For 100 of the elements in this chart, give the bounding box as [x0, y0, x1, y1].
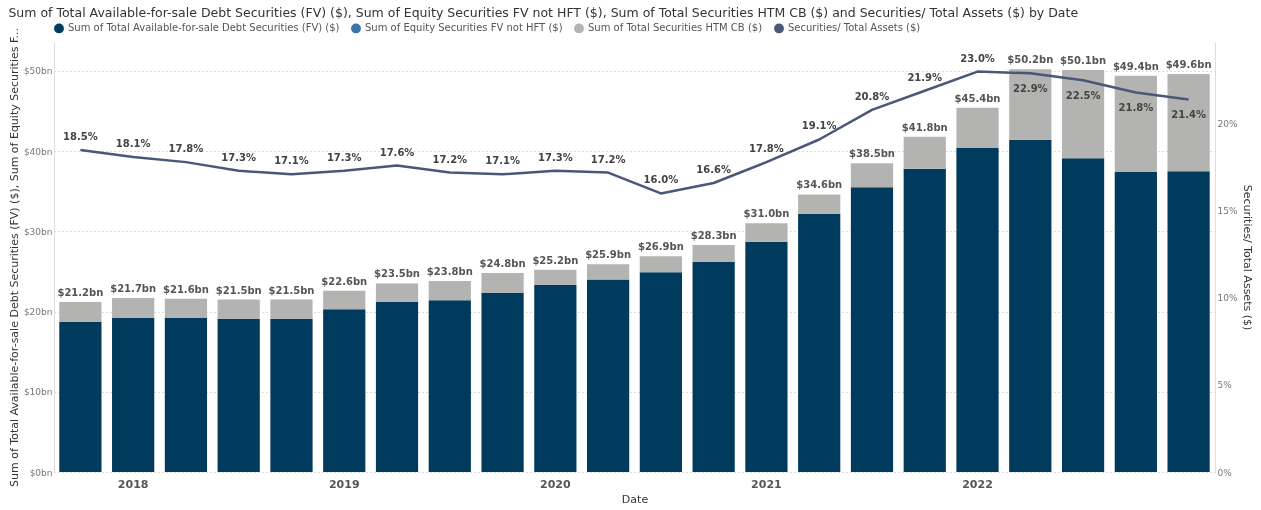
bar	[850, 187, 894, 472]
y2-tick-label: 0%	[1217, 467, 1233, 478]
bar	[587, 279, 630, 472]
bar	[956, 147, 999, 472]
data-label: 22.5%	[1065, 90, 1101, 102]
bar	[1061, 70, 1105, 159]
bar	[375, 301, 419, 472]
bar	[534, 285, 577, 472]
y2-tick-label: 5%	[1217, 380, 1233, 391]
total-label: $21.7bn	[110, 282, 157, 294]
x-tick-label: 2020	[540, 477, 571, 491]
total-label: $23.5bn	[374, 268, 420, 280]
bar	[745, 241, 788, 472]
data-label: 21.4%	[1171, 109, 1206, 121]
bar	[1061, 158, 1105, 472]
y-axis-title: Sum of Total Available-for-sale Debt Securities (FV) ($), Sum of Equity Securities F...	[7, 28, 21, 487]
bar	[59, 301, 102, 322]
data-label: 17.8%	[749, 143, 784, 155]
total-label: $28.3bn	[690, 229, 737, 241]
data-label: 17.8%	[168, 143, 204, 155]
bar	[534, 269, 577, 286]
y-tick-label: $20bn	[23, 307, 53, 318]
y-tick-label: $0bn	[29, 467, 53, 478]
x-tick-label: 2018	[117, 477, 149, 491]
legend-label: Sum of Total Securities HTM CB ($)	[588, 22, 763, 34]
bar	[903, 168, 946, 472]
bar	[1009, 139, 1052, 472]
total-label: $38.5bn	[849, 148, 895, 160]
data-label: 17.1%	[485, 155, 520, 167]
total-label: $24.8bn	[479, 258, 526, 270]
bar	[1114, 75, 1157, 172]
total-label: $50.2bn	[1007, 54, 1054, 66]
x-tick-label: 2021	[751, 477, 782, 491]
data-label: 16.0%	[643, 174, 679, 186]
bar	[59, 321, 102, 472]
data-label: 21.8%	[1118, 102, 1154, 114]
y-tick-label: $30bn	[23, 226, 53, 237]
data-label: 19.1%	[801, 120, 837, 132]
bar	[639, 272, 682, 472]
total-label: $21.6bn	[162, 283, 209, 295]
bar	[217, 299, 260, 319]
bar	[375, 283, 419, 302]
y2-axis-title: Securities/ Total Assets ($)	[1240, 184, 1254, 331]
total-label: $50.1bn	[1060, 55, 1107, 67]
data-label: 20.8%	[854, 90, 890, 102]
total-label: $25.2bn	[532, 254, 579, 266]
bar	[428, 300, 471, 472]
bar	[112, 317, 155, 472]
data-label: 17.2%	[432, 153, 468, 165]
total-label: $23.8bn	[426, 266, 473, 278]
bar	[481, 293, 524, 472]
total-label: $41.8bn	[901, 121, 948, 133]
y2-tick-label: 10%	[1217, 293, 1238, 304]
bar	[323, 290, 366, 310]
bar	[798, 194, 841, 214]
total-label: $22.6bn	[321, 275, 368, 287]
bar	[428, 281, 471, 301]
total-label: $49.6bn	[1165, 59, 1212, 71]
bar	[850, 163, 894, 188]
bar	[323, 309, 366, 472]
legend-label: Sum of Total Available-for-sale Debt Securities (FV) ($)	[68, 22, 340, 34]
bar	[481, 273, 524, 294]
y2-tick-label: 20%	[1217, 119, 1238, 130]
chart-title: Sum of Total Available-for-sale Debt Securities (FV) ($), Sum of Equity Securities FV not HFT ($), Sum of Total Securities HTM CB ($) and Securities/ Total Assets ($) by Date	[8, 4, 1079, 20]
bar	[639, 256, 682, 273]
legend-label: Sum of Equity Securities FV not HFT ($)	[365, 22, 563, 34]
bar	[798, 213, 841, 472]
data-label: 21.9%	[907, 71, 943, 83]
legend-label: Securities/ Total Assets ($)	[788, 22, 921, 34]
bar	[956, 107, 999, 148]
data-label: 17.3%	[326, 151, 362, 163]
bar	[1114, 171, 1157, 472]
total-label: $21.2bn	[57, 286, 104, 298]
total-label: $49.4bn	[1112, 60, 1159, 72]
total-label: $34.6bn	[796, 179, 843, 191]
data-label: 22.9%	[1012, 83, 1048, 95]
data-label: 17.2%	[590, 153, 626, 165]
bar	[692, 244, 735, 262]
total-label: $21.5bn	[268, 284, 315, 296]
bar	[270, 318, 313, 472]
data-label: 17.3%	[537, 151, 573, 163]
data-label: 17.3%	[221, 151, 257, 163]
y-tick-label: $10bn	[23, 387, 53, 398]
data-label: 17.6%	[379, 146, 415, 158]
bar	[270, 299, 313, 319]
data-label: 18.5%	[63, 130, 98, 142]
data-label: 18.1%	[115, 137, 151, 149]
total-label: $45.4bn	[954, 92, 1001, 104]
x-tick-label: 2022	[962, 477, 993, 491]
y2-tick-label: 15%	[1217, 206, 1238, 217]
bar	[217, 318, 260, 472]
data-label: 17.1%	[274, 155, 309, 167]
total-label: $26.9bn	[637, 241, 684, 253]
data-label: 16.6%	[696, 164, 732, 176]
bar	[164, 317, 208, 472]
x-tick-label: 2019	[328, 477, 360, 491]
data-label: 23.0%	[960, 52, 995, 64]
x-axis-title: Date	[621, 492, 649, 506]
total-label: $31.0bn	[743, 208, 790, 220]
y-tick-label: $40bn	[23, 146, 53, 157]
